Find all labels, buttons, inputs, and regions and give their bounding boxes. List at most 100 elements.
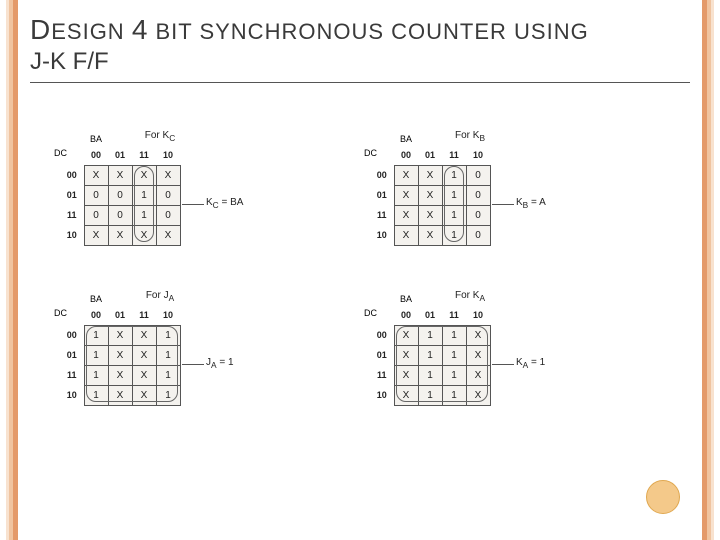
kmap-grid: For KCBADC0001111000XXXX01001011001010XX… [60, 130, 660, 450]
kmap-cell: X [394, 365, 418, 385]
kmap-cell: X [466, 365, 490, 385]
row-header: 11 [60, 365, 84, 385]
kmap-ja: For JABADC00011110001XX1011XX1111XX1101X… [60, 290, 260, 410]
col-header: 10 [156, 145, 180, 165]
kmap-cell: X [418, 205, 442, 225]
kmap-cell: X [108, 325, 132, 345]
kmap-cell: 0 [84, 185, 108, 205]
kmap-cell: 1 [132, 185, 156, 205]
kmap-ka: For KABADC0001111000X11X01X11X11X11X10X1… [370, 290, 570, 410]
row-header: 01 [60, 185, 84, 205]
row-header: 11 [60, 205, 84, 225]
kmap-cell: 1 [418, 345, 442, 365]
kmap-cell: X [132, 345, 156, 365]
kmap-cell: X [132, 385, 156, 405]
var-left-label: DC [364, 308, 377, 318]
row-header: 10 [60, 385, 84, 405]
kmap-cell: 1 [442, 345, 466, 365]
equation-arrow [492, 364, 514, 365]
kmap-cell: X [132, 365, 156, 385]
var-top-label: BA [90, 134, 102, 144]
title-line-1: DESIGN 4 BIT SYNCHRONOUS COUNTER USING [30, 14, 690, 46]
col-header: 01 [108, 305, 132, 325]
kmap-cell: 1 [442, 365, 466, 385]
var-top-label: BA [400, 294, 412, 304]
kmap-cell: 1 [132, 205, 156, 225]
kmap-cell: 1 [84, 385, 108, 405]
kmap-cell: X [108, 385, 132, 405]
kmap-cell: X [418, 165, 442, 185]
kmap-cell: X [394, 225, 418, 245]
kmap-cell: X [132, 325, 156, 345]
var-left-label: DC [54, 308, 67, 318]
col-header: 10 [156, 305, 180, 325]
col-header: 10 [466, 145, 490, 165]
kmap-cell: X [108, 365, 132, 385]
col-header: 11 [442, 145, 466, 165]
kmap-kb: For KBBADC0001111000XX1001XX1011XX1010XX… [370, 130, 570, 250]
var-top-label: BA [90, 294, 102, 304]
kmap-cell: 1 [156, 365, 180, 385]
col-header: 01 [418, 305, 442, 325]
kmap-cell: 1 [442, 325, 466, 345]
kmap-cell: 0 [84, 205, 108, 225]
row-header: 01 [370, 345, 394, 365]
col-header: 00 [394, 145, 418, 165]
title-line-2: J-K F/F [30, 48, 690, 76]
row-header: 11 [370, 205, 394, 225]
kmap-cell: 1 [418, 385, 442, 405]
kmap-cell: 0 [466, 185, 490, 205]
kmap-cell: X [84, 225, 108, 245]
kmap-cell: X [394, 385, 418, 405]
var-left-label: DC [364, 148, 377, 158]
kmap-cell: 1 [418, 365, 442, 385]
kmap-cell: X [466, 385, 490, 405]
row-header: 10 [370, 225, 394, 245]
kmap-cell: 1 [442, 165, 466, 185]
right-border [708, 0, 714, 540]
kmap-cell: X [466, 345, 490, 365]
kmap-cell: 0 [156, 185, 180, 205]
kmap-cell: 1 [442, 385, 466, 405]
equation-arrow [182, 204, 204, 205]
kmap-row-1: For KCBADC0001111000XXXX01001011001010XX… [60, 130, 660, 250]
row-header: 01 [370, 185, 394, 205]
equation-label: KC = BA [206, 197, 243, 210]
kmap-cell: 1 [84, 365, 108, 385]
kmap-cell: X [394, 345, 418, 365]
var-top-label: BA [400, 134, 412, 144]
col-header: 11 [132, 305, 156, 325]
equation-label: KB = A [516, 197, 546, 210]
kmap-cell: 0 [108, 205, 132, 225]
kmap-cell: 0 [156, 205, 180, 225]
col-header: 00 [84, 305, 108, 325]
equation-label: JA = 1 [206, 357, 234, 370]
var-left-label: DC [54, 148, 67, 158]
kmap-cell: 1 [156, 385, 180, 405]
kmap-kc: For KCBADC0001111000XXXX01001011001010XX… [60, 130, 260, 250]
equation-arrow [182, 364, 204, 365]
kmap-cell: X [394, 205, 418, 225]
left-border [6, 0, 12, 540]
row-header: 00 [60, 165, 84, 185]
kmap-cell: X [466, 325, 490, 345]
kmap-cell: X [394, 185, 418, 205]
row-header: 00 [370, 165, 394, 185]
kmap-cell: X [156, 165, 180, 185]
kmap-cell: X [394, 165, 418, 185]
kmap-cell: X [132, 225, 156, 245]
kmap-cell: 1 [84, 345, 108, 365]
kmap-cell: 1 [156, 345, 180, 365]
kmap-cell: 1 [418, 325, 442, 345]
col-header: 00 [84, 145, 108, 165]
col-header: 11 [442, 305, 466, 325]
kmap-cell: X [394, 325, 418, 345]
kmap-cell: 0 [466, 165, 490, 185]
slide-title: DESIGN 4 BIT SYNCHRONOUS COUNTER USING J… [30, 14, 690, 83]
col-header: 01 [418, 145, 442, 165]
equation-arrow [492, 204, 514, 205]
kmap-cell: 1 [84, 325, 108, 345]
kmap-cell: X [156, 225, 180, 245]
equation-label: KA = 1 [516, 357, 545, 370]
kmap-cell: X [108, 165, 132, 185]
